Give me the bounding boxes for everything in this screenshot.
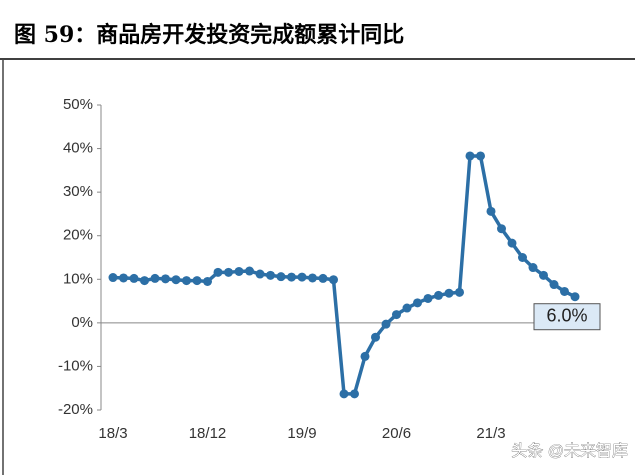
x-tick-label: 21/3 [476,425,505,442]
point [413,298,422,308]
value-label-box [533,303,601,331]
point [539,270,548,280]
point [570,292,580,302]
point [171,275,181,285]
point [129,273,139,283]
point [140,276,149,286]
point [402,303,412,313]
x-tick-label: 18/3 [98,425,127,442]
point [381,319,391,329]
y-tick-label: 40% [63,140,93,157]
x-tick-label: 18/12 [189,425,227,442]
point [108,273,118,283]
value-label: 6.0% [546,305,587,325]
point [150,273,160,283]
y-tick-label: 20% [63,227,93,244]
point [161,274,170,284]
point [350,389,359,399]
point [308,273,317,283]
point [119,273,128,283]
point [234,266,244,276]
y-tick-label: 50% [63,96,93,113]
point [465,151,475,161]
point [455,287,464,297]
point [255,269,265,279]
point [434,290,443,300]
y-tick-label: 0% [71,314,93,331]
line [112,154,576,396]
point [444,288,454,298]
point [318,273,328,283]
watermark: 头条 @未来智库 [511,442,628,460]
point [476,151,485,161]
point [339,389,349,399]
point [360,351,370,361]
chart-title: 图 59：商品房开发投资完成额累计同比 [14,22,404,48]
y-tick-label: -20% [58,401,93,418]
point [423,293,433,303]
point [392,310,401,320]
x-tick-label: 19/9 [287,425,316,442]
y-tick-label: -10% [58,357,93,374]
point [276,272,286,282]
point [549,280,559,290]
point [371,332,380,342]
point [224,267,233,277]
point [245,266,254,276]
point [497,224,506,234]
x-tick-label: 20/6 [382,425,411,442]
point [213,267,223,277]
point [203,276,212,286]
point [297,272,307,282]
point [329,275,338,285]
point [192,276,202,286]
point [182,276,191,286]
point [507,238,517,248]
point [560,286,569,296]
point [287,272,296,282]
y-tick-label: 10% [63,270,93,287]
y-tick-label: 30% [63,183,93,200]
point [518,253,527,262]
point [266,270,275,280]
point [528,263,538,273]
point [486,206,496,216]
